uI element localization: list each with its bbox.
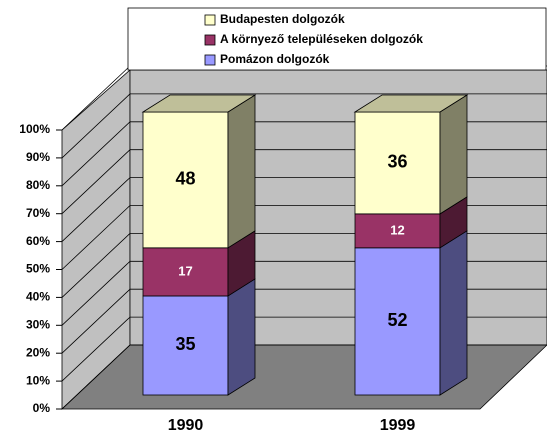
- y-tick-label: 70%: [26, 206, 50, 220]
- bar-segment: [142, 295, 229, 396]
- grid-line: [61, 93, 547, 159]
- value-label: 35: [175, 334, 195, 354]
- y-tick-label: 10%: [26, 373, 50, 387]
- x-tick-label: 1990: [168, 417, 204, 434]
- y-tick-label: 50%: [26, 262, 50, 276]
- bar-side: [227, 94, 256, 249]
- y-tick-label: 0%: [33, 401, 51, 415]
- bar-top: [141, 94, 257, 113]
- y-tick-label: 90%: [26, 150, 50, 164]
- y-tick-label: 80%: [26, 178, 50, 192]
- legend-label: Budapesten dolgozók: [220, 12, 345, 26]
- y-tick-label: 60%: [26, 234, 50, 248]
- y-tick-label: 40%: [26, 290, 50, 304]
- value-label: 48: [175, 169, 195, 189]
- value-label: 17: [178, 263, 192, 278]
- legend-label: A környező településeken dolgozók: [220, 32, 423, 46]
- legend-swatch: [204, 54, 216, 66]
- y-tick-label: 100%: [19, 122, 50, 136]
- legend-box: [127, 7, 547, 71]
- bar-side: [439, 230, 468, 396]
- bar-segment: [354, 213, 441, 249]
- bar-side: [439, 94, 468, 215]
- legend-swatch: [204, 34, 216, 46]
- floor: [60, 344, 547, 410]
- bar-side: [227, 278, 256, 396]
- y-tick-label: 20%: [26, 345, 50, 359]
- bar-top: [353, 94, 469, 113]
- value-label: 36: [387, 152, 407, 172]
- value-label: 52: [387, 310, 407, 330]
- bar-segment: [354, 111, 441, 215]
- bar-segment: [142, 111, 229, 249]
- x-tick-label: 1999: [380, 417, 416, 434]
- y-tick-label: 30%: [26, 317, 50, 331]
- legend-swatch: [204, 14, 216, 26]
- legend-label: Pomázon dolgozók: [220, 52, 330, 66]
- value-label: 12: [390, 222, 404, 237]
